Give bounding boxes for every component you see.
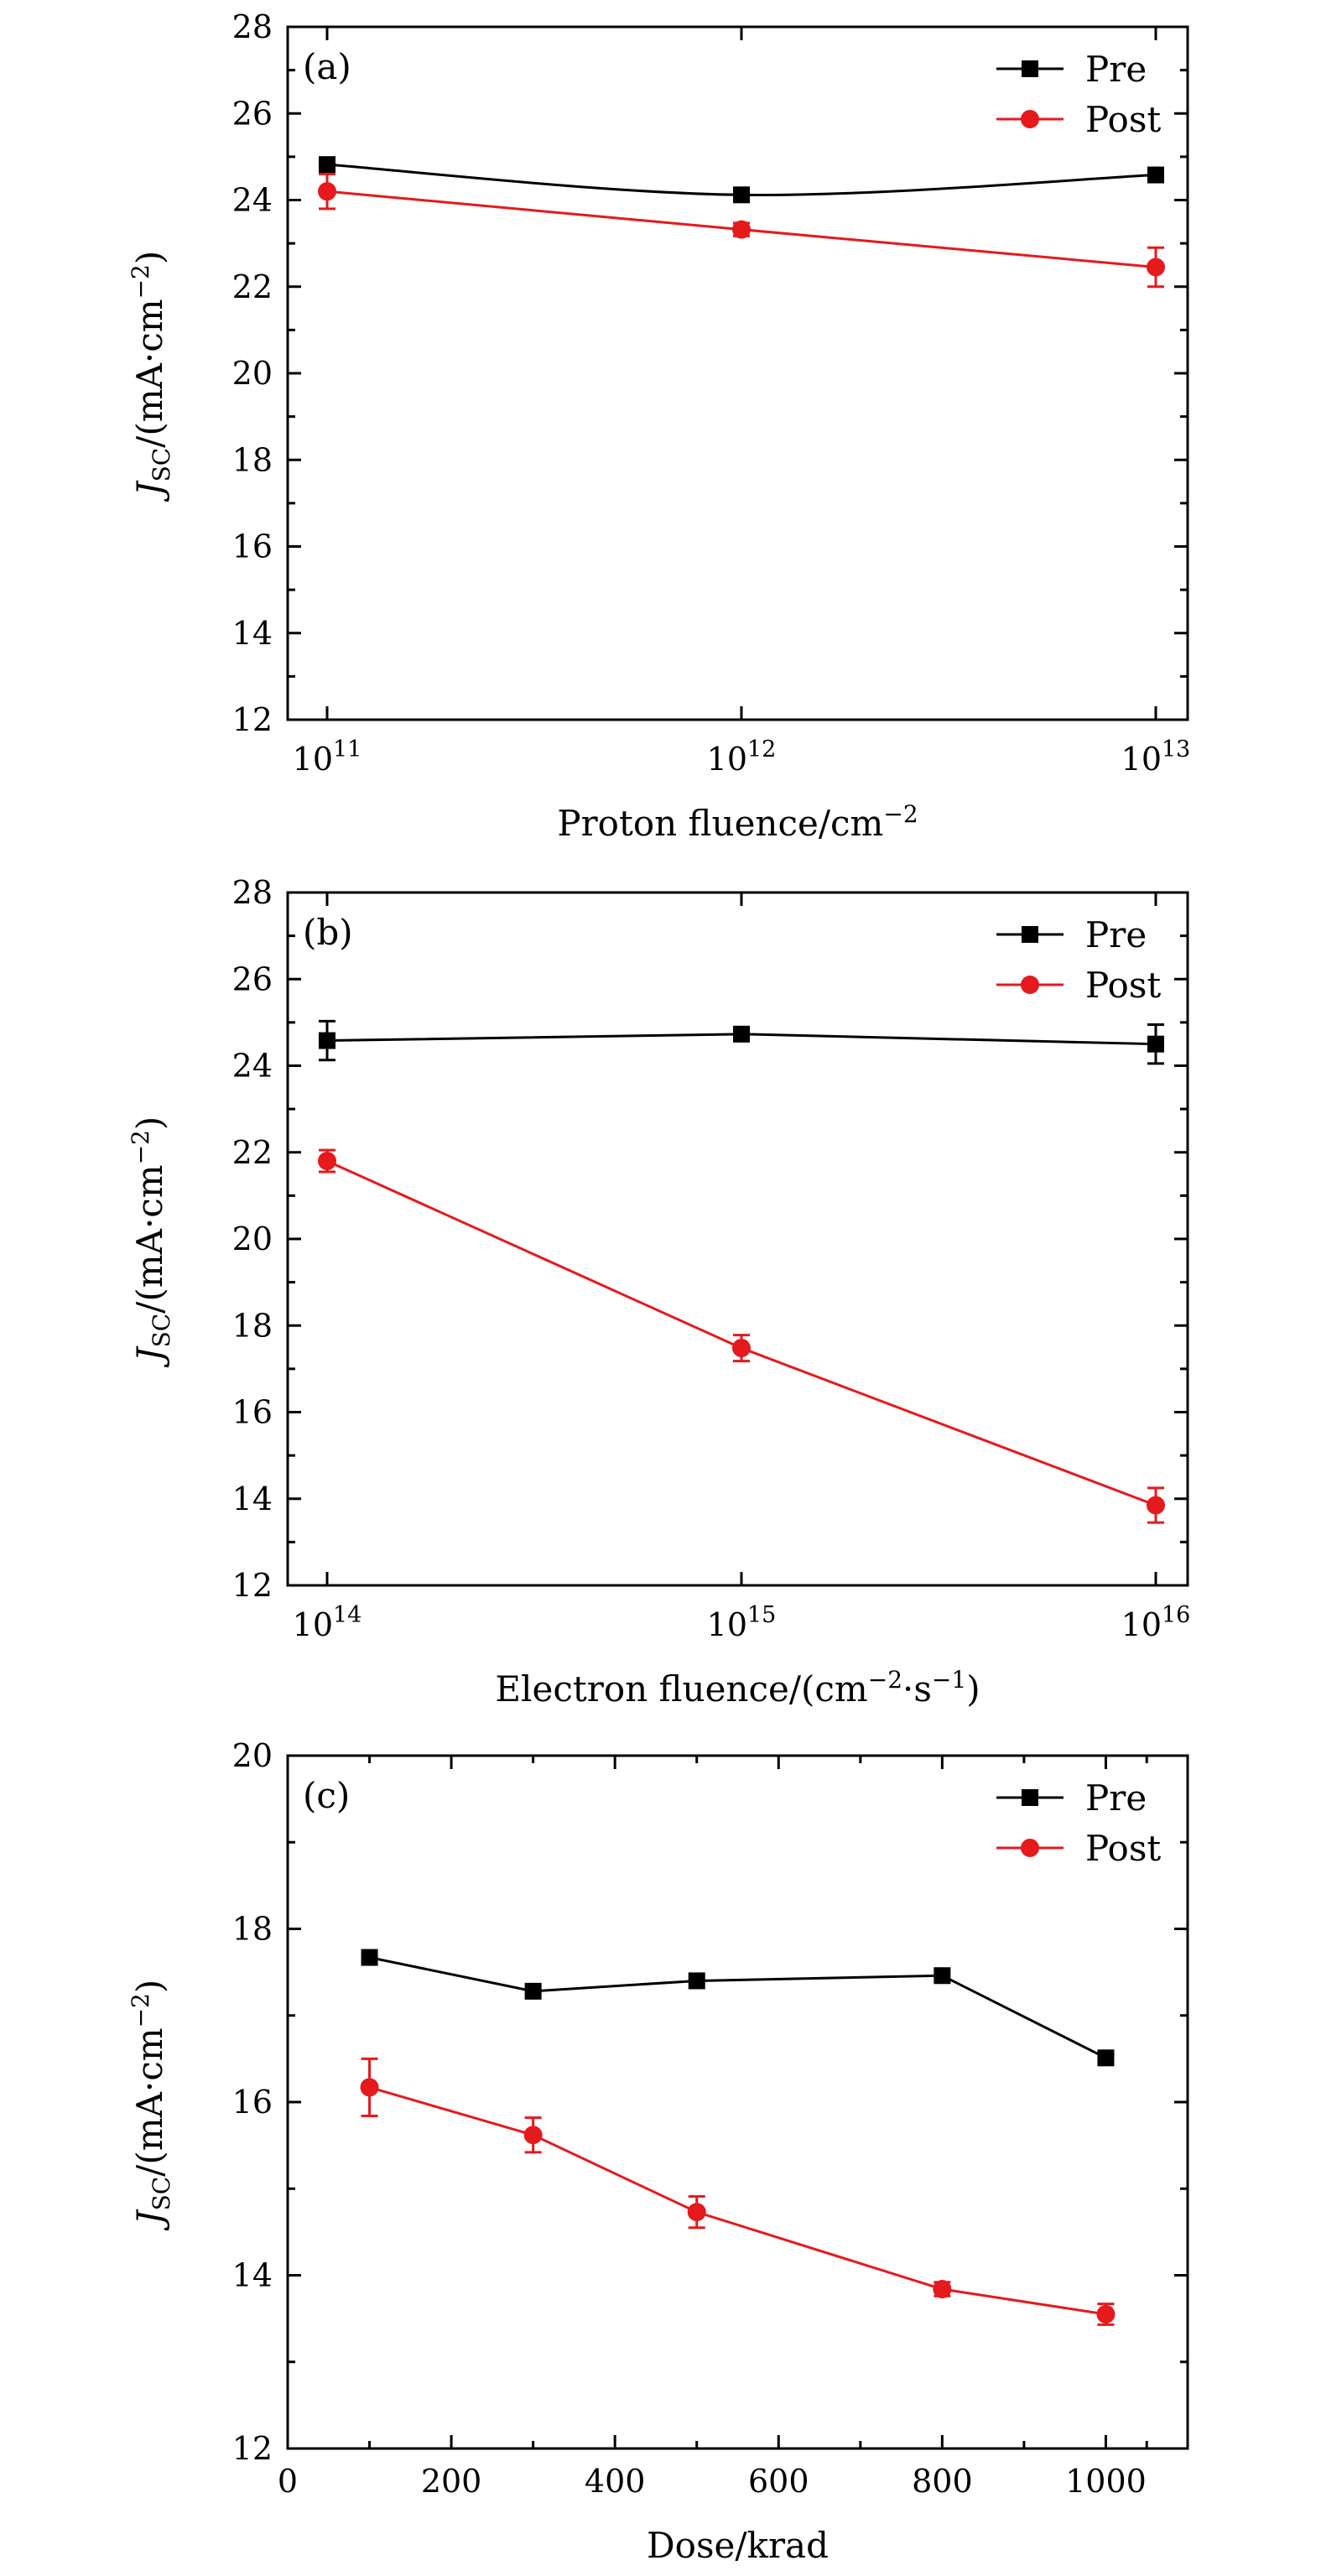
y-tick-label: 16: [232, 2084, 273, 2121]
y-tick-label: 14: [232, 2257, 273, 2294]
legend-label-pre: Pre: [1085, 914, 1147, 955]
legend-marker-circle: [1021, 1839, 1039, 1857]
data-point-circle: [318, 182, 336, 201]
y-tick-label: 28: [232, 8, 273, 45]
y-tick-label: 14: [232, 1481, 273, 1517]
y-tick-label: 20: [232, 1737, 273, 1774]
data-point-circle: [318, 1152, 336, 1171]
legend: Pre Post: [996, 914, 1161, 1006]
y-axis-label: JSC/(mA·cm−2): [127, 1116, 175, 1369]
data-point-square: [688, 1972, 705, 1990]
y-tick-label: 18: [232, 1911, 273, 1948]
y-tick-label: 24: [232, 1048, 273, 1085]
data-point-square: [1097, 2049, 1115, 2067]
y-axis-label: JSC/(mA·cm−2): [127, 1980, 175, 2232]
legend-marker-square: [1022, 926, 1038, 943]
x-tick-label: 600: [748, 2463, 809, 2500]
y-tick-label: 12: [232, 701, 273, 738]
plot-frame: [286, 891, 1189, 1587]
plot-frame: [286, 25, 1189, 721]
series-pre: [319, 1019, 1164, 1065]
data-point-circle: [523, 2126, 543, 2145]
y-axis-label: JSC/(mA·cm−2): [127, 251, 175, 503]
y-tick-label: 18: [232, 441, 273, 478]
legend: Pre Post: [996, 49, 1161, 140]
x-tick-label: 1012: [707, 736, 777, 778]
data-point-square: [733, 186, 750, 204]
series-pre: [319, 156, 1164, 204]
x-axis-label: Electron fluence/(cm−2·s−1): [495, 1666, 980, 1710]
x-tick-label: 1015: [707, 1602, 777, 1643]
x-tick-label: 1016: [1121, 1602, 1191, 1643]
data-point-square: [361, 1949, 378, 1966]
series-line-post: [326, 1159, 1157, 1507]
data-point-circle: [1096, 2304, 1116, 2324]
data-point-square: [733, 1025, 750, 1043]
panel-2: 12 14 16 18 20 22 24 26 28 1014 1015 1016 Electron f…: [127, 874, 1190, 1710]
data-point-square: [934, 1967, 951, 1985]
x-axis-label: Dose/krad: [647, 2525, 829, 2566]
data-point-circle: [360, 2078, 379, 2097]
y-tick-label: 28: [232, 874, 273, 911]
x-axis-label: Proton fluence/cm−2: [557, 800, 918, 844]
data-point-circle: [933, 2280, 952, 2299]
y-tick-label: 26: [232, 960, 273, 997]
x-tick-label: 200: [421, 2463, 482, 2500]
data-point-square: [524, 1982, 542, 2000]
legend-marker-square: [1022, 1789, 1038, 1806]
y-tick-label: 24: [232, 182, 273, 219]
series-line-post: [369, 2086, 1106, 2316]
legend-marker-circle: [1021, 976, 1039, 994]
legend: Pre Post: [996, 1777, 1161, 1869]
y-tick-label: 26: [232, 95, 273, 132]
data-point-square: [319, 1032, 335, 1049]
data-point-square: [1147, 1035, 1164, 1053]
legend-label-pre: Pre: [1085, 49, 1147, 90]
panel-label: (b): [303, 912, 353, 953]
x-tick-label: 0: [278, 2463, 298, 2500]
legend-label-pre: Pre: [1085, 1777, 1147, 1819]
x-tick-label: 1000: [1065, 2463, 1147, 2500]
series-pre: [361, 1949, 1115, 2067]
series-post: [360, 2057, 1116, 2326]
y-tick-label: 16: [232, 1394, 273, 1431]
legend-label-post: Post: [1085, 965, 1161, 1006]
x-tick-label: 1014: [293, 1602, 362, 1643]
data-point-circle: [732, 220, 751, 239]
y-tick-label: 12: [232, 1567, 273, 1604]
x-tick-label: 800: [912, 2463, 973, 2500]
y-tick-label: 20: [232, 1220, 273, 1257]
panel-label: (a): [303, 46, 351, 87]
series-post: [318, 1148, 1165, 1524]
data-point-circle: [732, 1339, 751, 1358]
data-point-square: [319, 156, 335, 174]
x-tick-label: 400: [585, 2463, 646, 2500]
series-post: [318, 173, 1165, 289]
data-point-circle: [1147, 1496, 1165, 1515]
legend-label-post: Post: [1085, 99, 1161, 140]
x-tick-label: 1013: [1121, 736, 1191, 778]
legend-label-post: Post: [1085, 1828, 1161, 1869]
legend-marker-circle: [1021, 110, 1039, 128]
legend-marker-square: [1022, 60, 1038, 77]
y-tick-label: 22: [232, 268, 273, 305]
y-tick-label: 18: [232, 1307, 273, 1344]
y-tick-label: 20: [232, 355, 273, 392]
data-point-square: [1147, 166, 1164, 184]
x-tick-label: 1011: [293, 736, 362, 778]
y-tick-label: 14: [232, 615, 273, 652]
y-tick-label: 16: [232, 528, 273, 565]
data-point-circle: [1147, 258, 1165, 277]
y-tick-label: 22: [232, 1134, 273, 1171]
series-line-pre: [369, 1956, 1107, 2059]
panel-label: (c): [303, 1775, 350, 1816]
y-tick-label: 12: [232, 2430, 273, 2467]
data-point-circle: [687, 2203, 706, 2222]
panel-1: 12 14 16 18 20 22 24 26 28 1011 1012 1013 Proton flu…: [127, 8, 1190, 844]
